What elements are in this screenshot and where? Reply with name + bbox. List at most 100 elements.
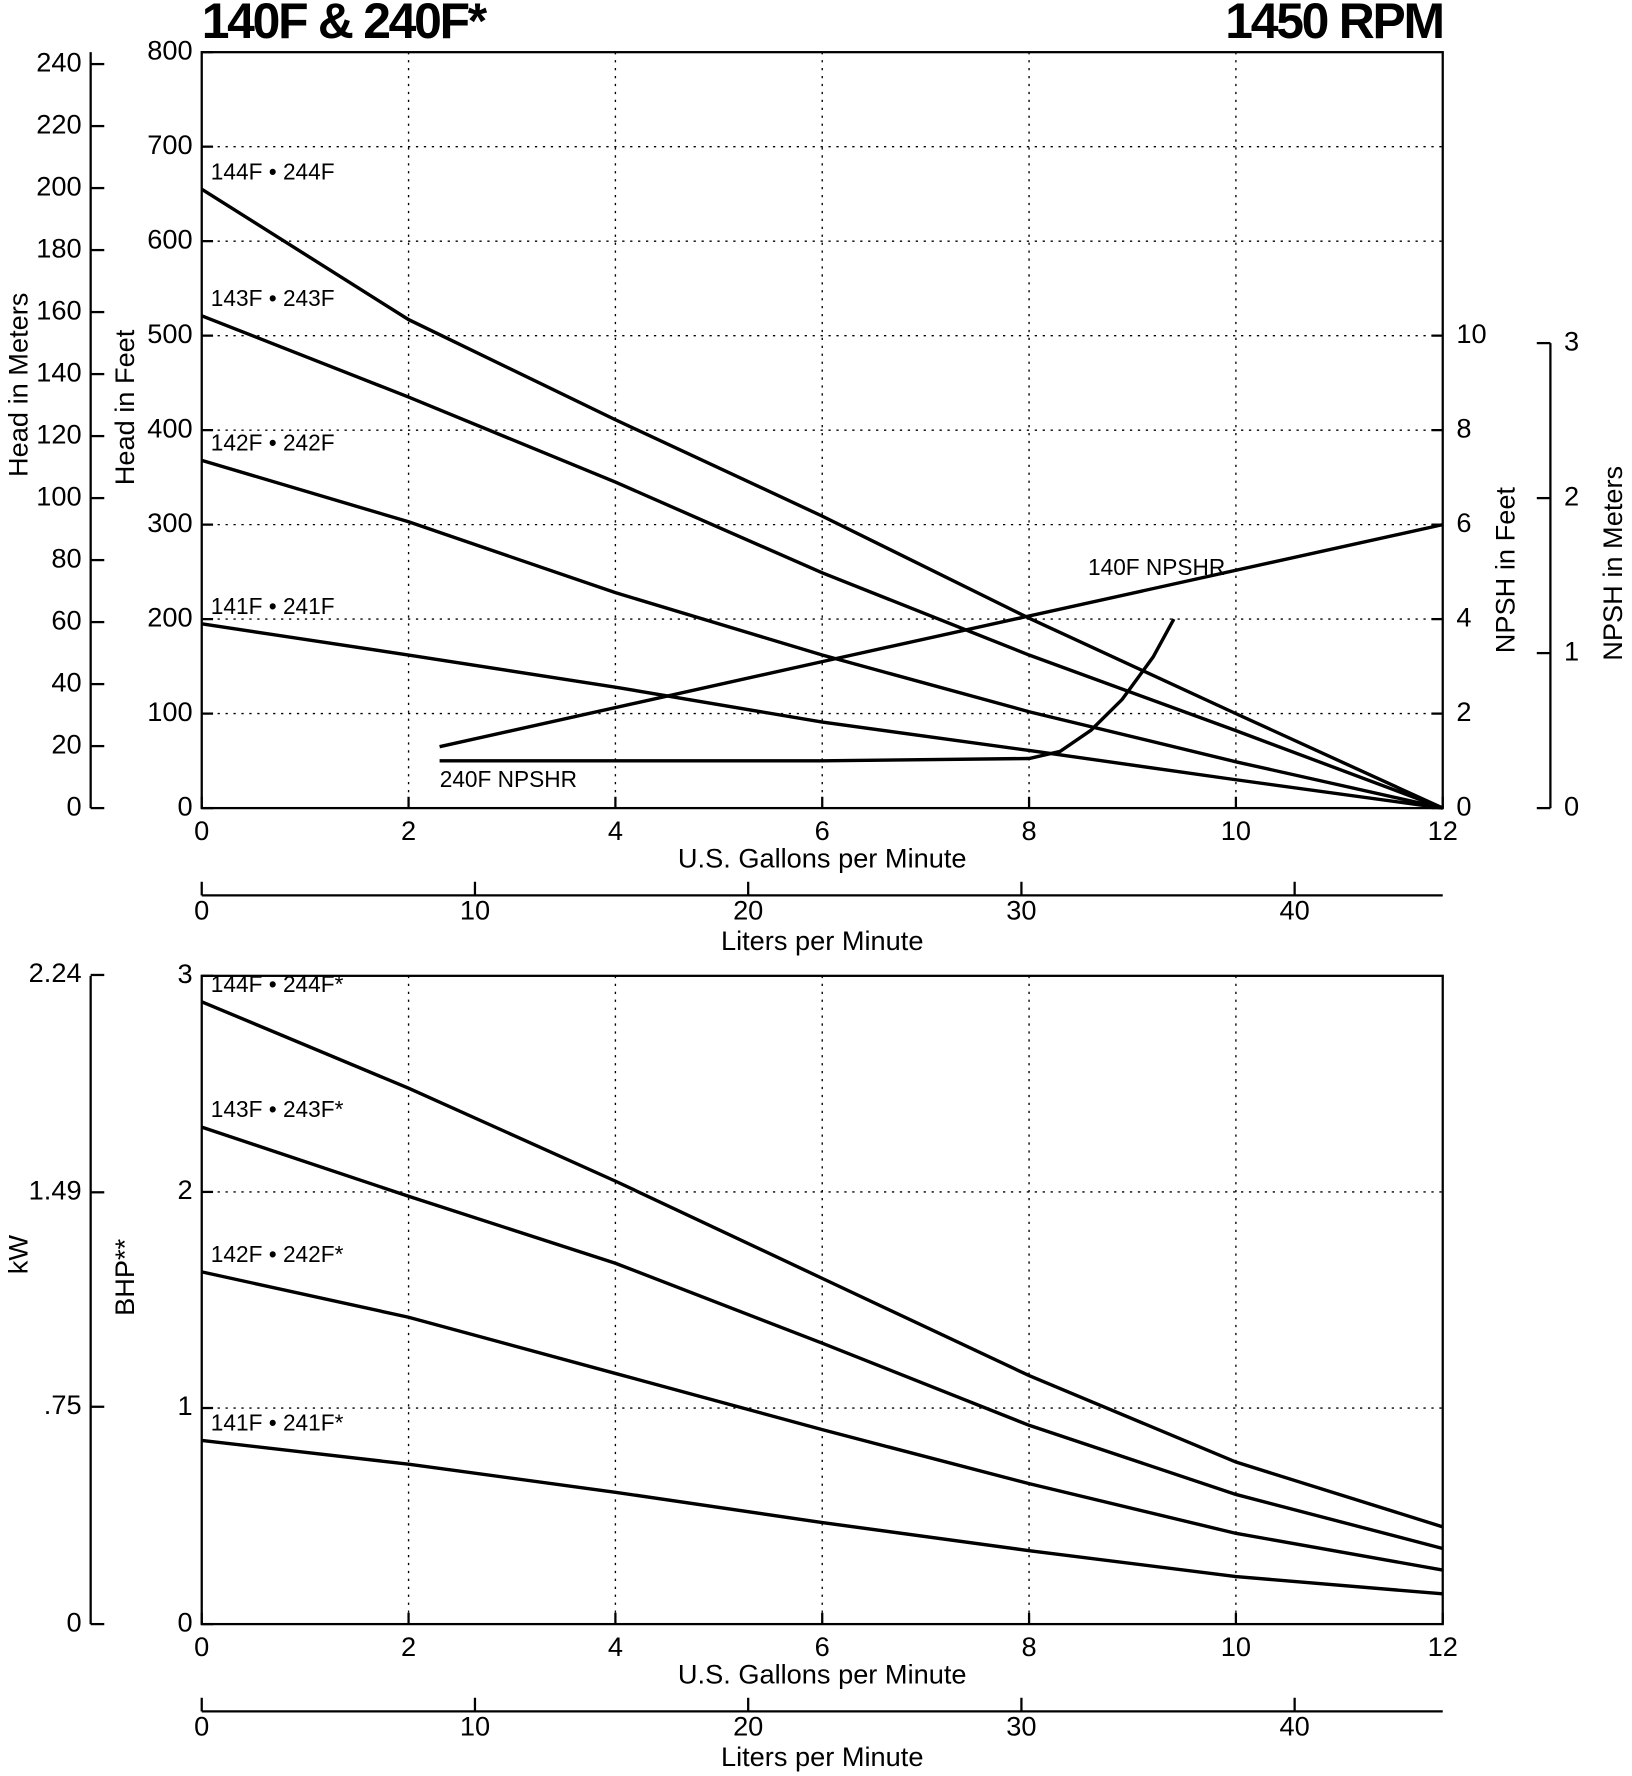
x-tick-label: 12 bbox=[1428, 815, 1458, 846]
x2-tick-label: 0 bbox=[194, 1711, 209, 1742]
y3-tick-label: 200 bbox=[36, 170, 81, 201]
x-tick-label: 2 bbox=[401, 815, 416, 846]
x-tick-label: 4 bbox=[608, 1631, 623, 1662]
x2-tick-label: 20 bbox=[733, 895, 763, 926]
y3-tick-label: 40 bbox=[51, 666, 81, 697]
x2-tick-label: 10 bbox=[460, 895, 490, 926]
x-tick-label: 2 bbox=[401, 1631, 416, 1662]
curve bbox=[201, 1270, 1444, 1572]
y2-tick-label: 8 bbox=[1456, 412, 1471, 443]
curve bbox=[201, 314, 1444, 810]
y4-tick-label: 1 bbox=[1564, 635, 1579, 666]
x-tick-label: 0 bbox=[194, 815, 209, 846]
curve bbox=[201, 1125, 1444, 1551]
y3-axis-label: kW bbox=[3, 1235, 34, 1275]
y3-tick-label: 120 bbox=[36, 418, 81, 449]
y-tick-label: 400 bbox=[147, 412, 192, 443]
y4-axis-label: NPSH in Meters bbox=[1597, 466, 1628, 661]
x-tick-label: 0 bbox=[194, 1631, 209, 1662]
series-label: 142F • 242F bbox=[211, 429, 335, 455]
series-label: 141F • 241F bbox=[211, 593, 335, 619]
curve bbox=[201, 1438, 1443, 1596]
x-tick-label: 12 bbox=[1428, 1631, 1458, 1662]
y3-tick-label: 80 bbox=[51, 542, 81, 573]
x-tick-label: 8 bbox=[1022, 815, 1037, 846]
y3-tick-label: 180 bbox=[36, 232, 81, 263]
plot-frame bbox=[200, 51, 1444, 810]
x2-axis-label: Liters per Minute bbox=[721, 1741, 923, 1772]
series-label: 141F • 241F* bbox=[211, 1410, 344, 1436]
y-tick-label: 3 bbox=[178, 958, 193, 989]
y2-tick-label: 6 bbox=[1456, 507, 1471, 538]
plot-frame bbox=[200, 974, 1444, 1626]
series-label: 140F NPSHR bbox=[1088, 554, 1225, 580]
chart-title: 140F & 240F* bbox=[202, 0, 488, 49]
x-axis-label: U.S. Gallons per Minute bbox=[678, 842, 967, 873]
y3-tick-label: 100 bbox=[36, 480, 81, 511]
x-tick-label: 4 bbox=[608, 815, 623, 846]
y3-tick-label: 60 bbox=[51, 604, 81, 635]
y-axis-label: BHP** bbox=[109, 1238, 140, 1315]
curve bbox=[439, 522, 1444, 749]
y3-tick-label: 0 bbox=[66, 790, 81, 821]
x-tick-label: 10 bbox=[1221, 815, 1251, 846]
x2-tick-label: 40 bbox=[1280, 1711, 1310, 1742]
series-label: 142F • 242F* bbox=[211, 1241, 344, 1267]
y2-tick-label: 4 bbox=[1456, 601, 1471, 632]
curve bbox=[439, 618, 1176, 763]
y-axis-label: Head in Feet bbox=[109, 329, 140, 485]
y4-tick-label: 3 bbox=[1564, 325, 1579, 356]
y-tick-label: 100 bbox=[147, 696, 192, 727]
y3-tick-label: 220 bbox=[36, 108, 81, 139]
y2-tick-label: 10 bbox=[1456, 318, 1486, 349]
y-tick-label: 700 bbox=[147, 129, 192, 160]
y2-tick-label: 0 bbox=[1456, 790, 1471, 821]
y3-axis-label: Head in Meters bbox=[3, 293, 34, 477]
y3-tick-label: 140 bbox=[36, 356, 81, 387]
y-tick-label: 1 bbox=[178, 1390, 193, 1421]
x2-tick-label: 10 bbox=[460, 1711, 490, 1742]
curve bbox=[201, 458, 1444, 810]
y-tick-label: 0 bbox=[178, 1606, 193, 1637]
curve bbox=[200, 187, 1444, 810]
y3-tick-label: 240 bbox=[36, 46, 81, 77]
x2-tick-label: 40 bbox=[1280, 895, 1310, 926]
x-tick-label: 10 bbox=[1221, 1631, 1251, 1662]
y3-tick-label: .75 bbox=[44, 1389, 82, 1420]
y3-tick-label: 0 bbox=[66, 1606, 81, 1637]
y3-tick-label: 160 bbox=[36, 294, 81, 325]
y3-tick-label: 20 bbox=[51, 728, 81, 759]
series-label: 144F • 244F* bbox=[211, 971, 344, 997]
x2-axis-label: Liters per Minute bbox=[721, 925, 923, 956]
chart-subtitle: 1450 RPM bbox=[1225, 0, 1442, 49]
x-tick-label: 6 bbox=[815, 1631, 830, 1662]
curve bbox=[201, 1000, 1444, 1529]
x-axis-label: U.S. Gallons per Minute bbox=[678, 1658, 967, 1689]
y-tick-label: 300 bbox=[147, 507, 192, 538]
y-tick-label: 2 bbox=[178, 1174, 193, 1205]
y-tick-label: 600 bbox=[147, 223, 192, 254]
x2-tick-label: 30 bbox=[1006, 1711, 1036, 1742]
y2-tick-label: 2 bbox=[1456, 696, 1471, 727]
y4-tick-label: 2 bbox=[1564, 480, 1579, 511]
series-label: 143F • 243F bbox=[211, 285, 335, 311]
y4-tick-label: 0 bbox=[1564, 790, 1579, 821]
x-tick-label: 6 bbox=[815, 815, 830, 846]
x2-tick-label: 30 bbox=[1006, 895, 1036, 926]
series-label: 144F • 244F bbox=[211, 158, 335, 184]
curve bbox=[201, 622, 1443, 810]
y-tick-label: 200 bbox=[147, 601, 192, 632]
y-tick-label: 500 bbox=[147, 318, 192, 349]
y3-tick-label: 2.24 bbox=[29, 957, 82, 988]
x2-tick-label: 0 bbox=[194, 895, 209, 926]
series-label: 143F • 243F* bbox=[211, 1096, 344, 1122]
y3-tick-label: 1.49 bbox=[29, 1174, 82, 1205]
x-tick-label: 8 bbox=[1022, 1631, 1037, 1662]
y2-axis-label: NPSH in Feet bbox=[1490, 487, 1521, 654]
y-tick-label: 800 bbox=[147, 34, 192, 65]
series-label: 240F NPSHR bbox=[440, 766, 577, 792]
y-tick-label: 0 bbox=[178, 790, 193, 821]
x2-tick-label: 20 bbox=[733, 1711, 763, 1742]
